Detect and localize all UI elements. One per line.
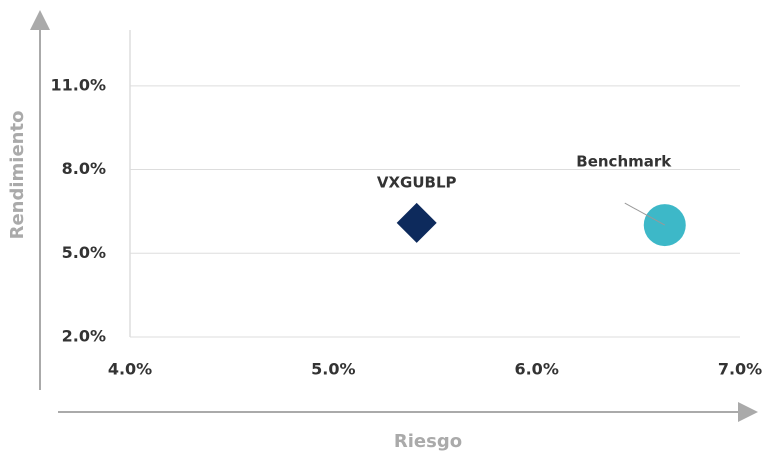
point	[396, 202, 437, 243]
x-tick-label: 6.0%	[514, 360, 558, 379]
x-tick-label: 7.0%	[718, 360, 762, 379]
y-tick-label: 11.0%	[50, 75, 106, 94]
leader-line	[624, 202, 666, 226]
x-tick-label: 5.0%	[311, 360, 355, 379]
y-tick-label: 2.0%	[62, 327, 106, 346]
x-axis-title: Riesgo	[394, 431, 462, 452]
y-tick-label: 8.0%	[62, 159, 106, 178]
point-label: Benchmark	[576, 153, 672, 171]
y-tick-label: 5.0%	[62, 243, 106, 262]
x-tick-label: 4.0%	[108, 360, 152, 379]
y-axis-title: Rendimiento	[7, 111, 28, 240]
point-label: VXGUBLP	[377, 173, 457, 191]
